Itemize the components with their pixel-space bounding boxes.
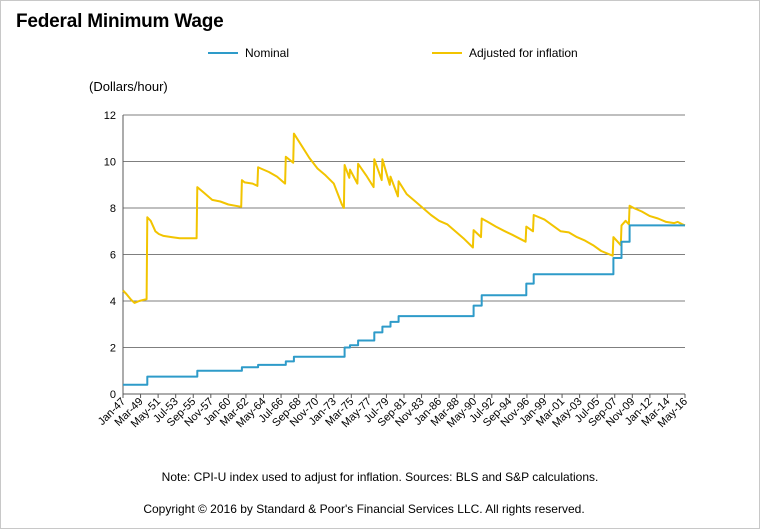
adjusted-series-line [122, 132, 686, 304]
copyright-text: Copyright © 2016 by Standard & Poor's Fi… [143, 502, 585, 516]
nominal-series-line [123, 224, 685, 386]
x-axis-ticks: Jan-47Mar-49May-51Jul-53Sep-55Nov-57Jan-… [96, 394, 690, 430]
gridlines [122, 114, 685, 395]
chart-title: Federal Minimum Wage [16, 11, 224, 32]
y-axis-label: (Dollars/hour) [89, 79, 168, 94]
y-axis-ticks: 0 2 4 6 8 10 12 [104, 110, 116, 401]
y-tick-label: 4 [110, 296, 116, 308]
legend-nominal-label: Nominal [245, 46, 289, 60]
legend-adjusted-label: Adjusted for inflation [469, 46, 578, 60]
legend: Nominal Adjusted for inflation [208, 46, 578, 60]
chart-note: Note: CPI-U index used to adjust for inf… [161, 470, 599, 484]
y-tick-label: 12 [104, 110, 116, 122]
y-tick-label: 0 [110, 389, 116, 401]
y-tick-label: 10 [104, 157, 116, 169]
y-tick-label: 8 [110, 203, 116, 215]
data-series [122, 132, 686, 386]
y-tick-label: 2 [110, 343, 116, 355]
y-tick-label: 6 [110, 250, 116, 262]
